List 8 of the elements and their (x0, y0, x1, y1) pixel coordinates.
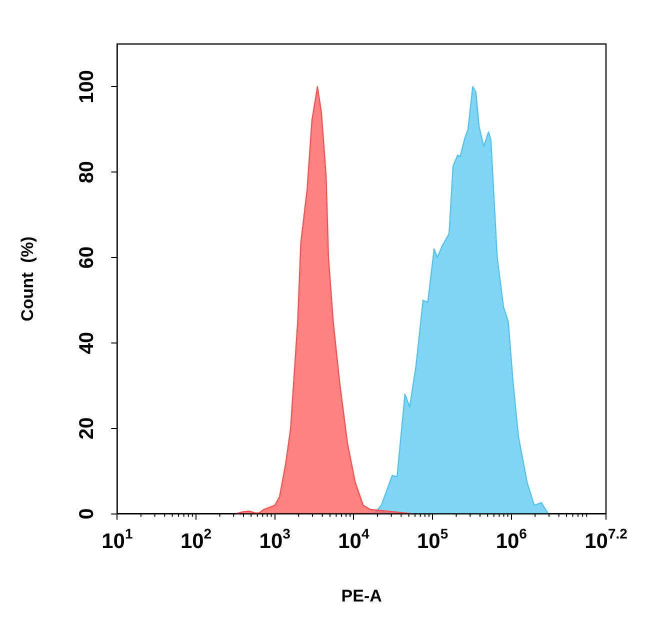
y-tick-label: 60 (76, 246, 98, 269)
y-tick-label: 100 (76, 70, 98, 104)
y-tick-label: 80 (76, 161, 98, 184)
y-tick-label: 40 (76, 332, 98, 354)
y-tick-label: 20 (76, 417, 98, 440)
y-tick-label: 0 (76, 508, 98, 520)
x-axis-title: PE-A (341, 586, 382, 606)
y-axis-title: Count (%) (18, 236, 37, 322)
